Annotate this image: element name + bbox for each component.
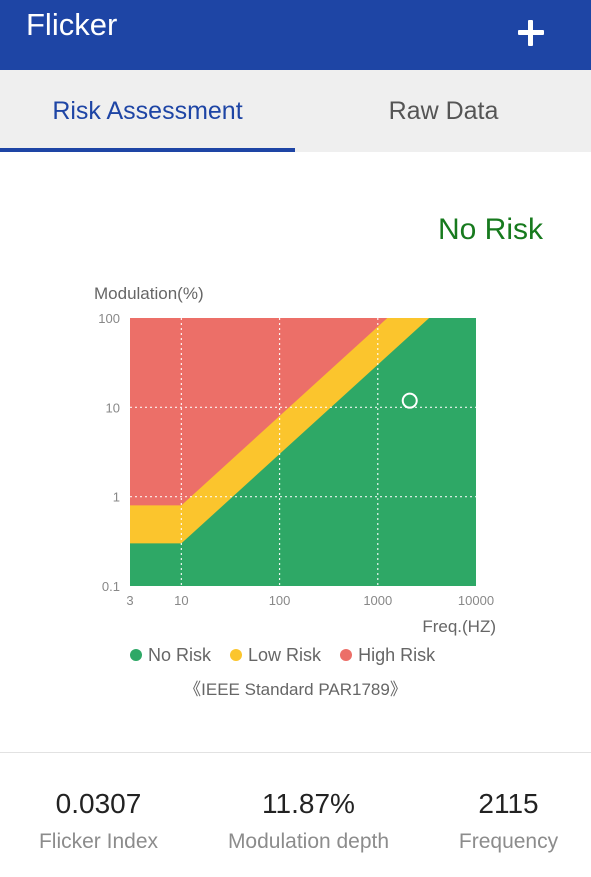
modulation-depth-label: Modulation depth bbox=[227, 830, 390, 853]
legend-dot-no-risk bbox=[130, 649, 142, 661]
stat-frequency: 2115 Frequency bbox=[410, 788, 591, 854]
legend-dot-high-risk bbox=[340, 649, 353, 661]
x-tick-label: 1000 bbox=[363, 593, 392, 608]
legend-label-no-risk: No Risk bbox=[148, 645, 212, 665]
modulation-depth-value: 11.87% bbox=[262, 788, 355, 819]
x-tick-label: 3 bbox=[126, 593, 133, 608]
frequency-label: Frequency bbox=[458, 830, 559, 853]
legend-dot-low-risk bbox=[230, 649, 243, 661]
stat-modulation-depth: 11.87% Modulation depth bbox=[210, 788, 407, 854]
legend-item-no-risk: No Risk bbox=[130, 645, 211, 666]
x-tick-label: 10000 bbox=[458, 593, 494, 608]
x-tick-label: 100 bbox=[269, 593, 291, 608]
flicker-index-label: Flicker Index bbox=[38, 830, 159, 853]
flicker-risk-chart: Modulation(%) Freq.(HZ) 3 10 100 1000 10000 1… bbox=[94, 284, 496, 636]
plus-icon[interactable] bbox=[511, 12, 551, 52]
standard-note: 《IEEE Standard PAR1789》 bbox=[184, 680, 407, 699]
chart-legend: No Risk Low Risk High Risk bbox=[130, 645, 449, 666]
x-axis-label: Freq.(HZ) bbox=[422, 617, 496, 636]
active-tab-indicator bbox=[0, 148, 295, 152]
stat-flicker-index: 0.0307 Flicker Index bbox=[0, 788, 197, 854]
y-axis-label: Modulation(%) bbox=[94, 284, 204, 303]
legend-label-high-risk: High Risk bbox=[358, 645, 436, 665]
tab-risk-assessment[interactable]: Risk Assessment bbox=[52, 97, 243, 125]
y-tick-label: 0.1 bbox=[102, 579, 120, 594]
app-bar: Flicker bbox=[0, 0, 591, 70]
tab-bar: Risk Assessment Raw Data bbox=[0, 70, 591, 152]
frequency-value: 2115 bbox=[478, 788, 539, 819]
data-point bbox=[401, 392, 418, 409]
legend-label-low-risk: Low Risk bbox=[248, 645, 322, 665]
app-title: Flicker bbox=[26, 7, 118, 42]
y-tick-label: 100 bbox=[98, 311, 120, 326]
tab-raw-data[interactable]: Raw Data bbox=[388, 97, 499, 125]
no-risk-region bbox=[130, 318, 476, 586]
y-tick-label: 1 bbox=[113, 490, 120, 505]
legend-item-low-risk: Low Risk bbox=[230, 645, 321, 666]
divider bbox=[0, 752, 591, 753]
risk-result-label: No Risk bbox=[437, 213, 543, 246]
legend-item-high-risk: High Risk bbox=[340, 645, 435, 666]
flicker-index-value: 0.0307 bbox=[55, 788, 142, 819]
y-tick-label: 10 bbox=[106, 400, 120, 415]
x-tick-label: 10 bbox=[174, 593, 188, 608]
